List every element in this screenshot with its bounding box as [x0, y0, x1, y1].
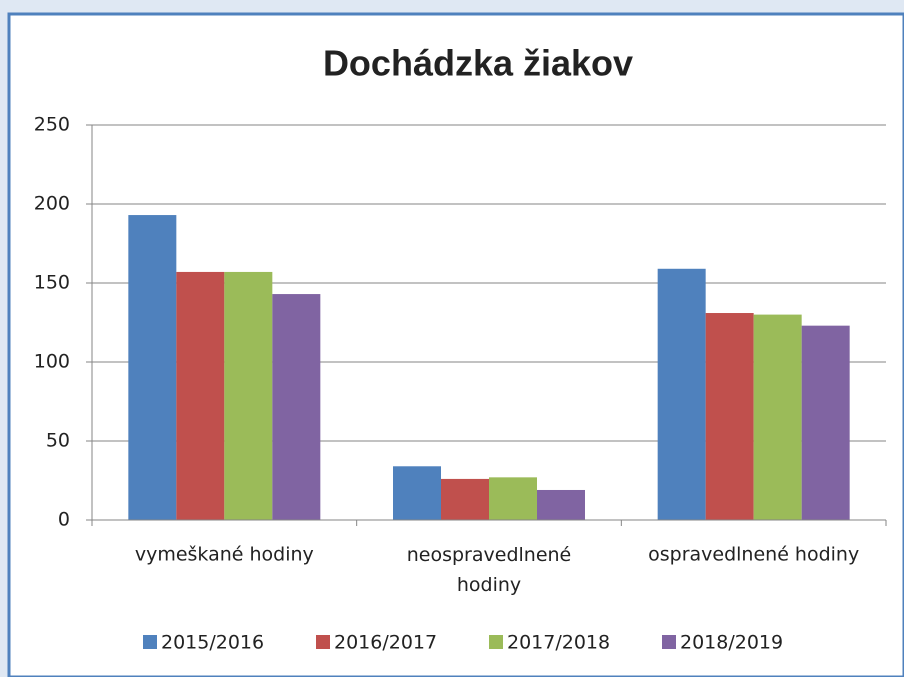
legend-label: 2015/2016 [161, 632, 264, 654]
bar [393, 466, 441, 520]
legend-swatch [316, 635, 330, 649]
y-tick-label: 250 [34, 114, 70, 136]
bar [489, 477, 537, 520]
bar [441, 478, 489, 520]
y-tick-label: 100 [34, 351, 70, 373]
y-tick-label: 150 [34, 272, 70, 294]
bar [176, 271, 225, 520]
y-tick-label: 200 [34, 193, 70, 215]
x-tick-label: vymeškané hodiny [135, 544, 314, 566]
bar [128, 215, 177, 520]
x-tick-label: neospravedlnené hodiny [407, 544, 572, 596]
legend-swatch [143, 635, 157, 649]
bar [224, 271, 273, 520]
bar [657, 268, 706, 520]
bar [801, 325, 850, 520]
legend-label: 2017/2018 [507, 632, 610, 654]
legend-label: 2018/2019 [680, 632, 783, 654]
legend-label: 2016/2017 [334, 632, 437, 654]
y-tick-label: 0 [58, 509, 70, 531]
bar [537, 489, 585, 520]
legend-swatch [489, 635, 503, 649]
bar [753, 314, 802, 520]
chart-title: Dochádzka žiakov [323, 43, 633, 84]
x-tick-label: ospravedlnené hodiny [648, 544, 859, 566]
y-tick-label: 50 [46, 430, 70, 452]
legend-swatch [662, 635, 676, 649]
bar [705, 313, 754, 520]
bar [272, 294, 321, 520]
